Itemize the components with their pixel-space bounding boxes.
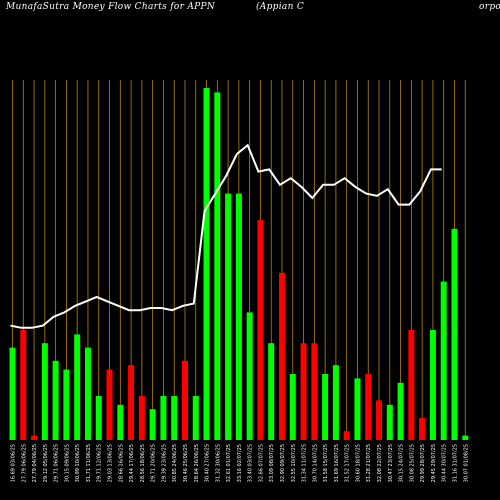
bar xyxy=(95,396,102,440)
x-tick-label: 31.16 31/07/25 xyxy=(452,444,458,482)
x-tick-label: 31.52 17/07/25 xyxy=(345,444,351,482)
bar xyxy=(279,272,285,440)
bar xyxy=(117,404,124,440)
x-tick-label: 28.66 16/06/25 xyxy=(118,444,124,482)
bar xyxy=(149,409,156,440)
x-tick-label: 28.56 18/06/25 xyxy=(140,444,146,482)
bar-layer xyxy=(9,88,469,441)
x-tick-label: 32.61 01/07/25 xyxy=(226,444,232,482)
x-tick-label: 31.32 30/06/25 xyxy=(215,444,221,482)
bar xyxy=(376,400,383,440)
bar xyxy=(332,365,339,440)
x-tick-label: 31.69 16/07/25 xyxy=(334,444,340,482)
tick-layer: 16.69 03/06/25 27.79 06/06/25 27.79 04/06/… xyxy=(11,444,470,482)
bar xyxy=(311,343,318,440)
bar xyxy=(289,374,296,440)
x-tick-label: 29.45 29/07/25 xyxy=(431,444,437,482)
bar xyxy=(322,374,329,440)
bar xyxy=(343,431,350,440)
bar xyxy=(31,435,38,440)
x-tick-label: 30.40 27/06/25 xyxy=(205,444,211,482)
x-tick-label: 32.90 09/07/25 xyxy=(280,444,286,482)
bar xyxy=(181,360,188,440)
x-tick-label: 30.15 24/07/25 xyxy=(399,444,405,482)
bar xyxy=(171,396,178,440)
x-tick-label: 30.08 25/07/25 xyxy=(409,444,415,482)
bar xyxy=(246,312,253,440)
bar xyxy=(268,343,275,440)
bar xyxy=(419,418,426,440)
line-layer xyxy=(10,143,442,329)
x-tick-label: 32.55 10/07/25 xyxy=(291,444,297,482)
x-tick-label: 32.08 22/07/25 xyxy=(377,444,383,482)
x-tick-label: 33.40 03/07/25 xyxy=(248,444,254,482)
bar xyxy=(84,347,91,440)
x-tick-label: 29.39 23/06/25 xyxy=(161,444,167,482)
x-tick-label: 31.28 21/07/25 xyxy=(366,444,372,482)
bar xyxy=(63,369,70,440)
bar xyxy=(41,343,48,440)
x-tick-label: 29.03 13/06/25 xyxy=(108,444,114,482)
x-tick-label: 30.70 14/07/25 xyxy=(312,444,318,482)
bar xyxy=(9,347,16,440)
bar xyxy=(52,360,59,440)
bar xyxy=(138,396,145,440)
bar xyxy=(20,330,27,440)
bar xyxy=(214,92,221,441)
bar xyxy=(462,435,469,440)
bar xyxy=(440,281,447,440)
bar xyxy=(225,193,232,440)
x-tick-label: 29.71 20/06/25 xyxy=(151,444,157,482)
bar xyxy=(257,220,264,440)
x-tick-label: 29.12 05/06/25 xyxy=(43,444,49,482)
x-tick-label: 27.79 06/06/25 xyxy=(21,444,27,482)
bar xyxy=(451,228,458,440)
x-tick-label: 33.09 08/07/25 xyxy=(269,444,275,482)
x-tick-label: 31.34 11/07/25 xyxy=(302,444,308,482)
chart-title-right: orpo xyxy=(479,2,500,12)
bar xyxy=(203,88,210,440)
x-tick-label: 29.71 12/06/25 xyxy=(97,444,103,482)
x-tick-label: 30.46 25/06/25 xyxy=(183,444,189,482)
bar xyxy=(408,330,415,440)
x-tick-label: 30.07 01/08/25 xyxy=(463,444,469,482)
x-tick-label: 30.99 10/06/25 xyxy=(75,444,81,482)
bar xyxy=(386,404,393,440)
x-tick-label: 16.69 03/06/25 xyxy=(11,444,17,482)
x-tick-label: 30.47 23/07/25 xyxy=(388,444,394,482)
x-tick-label: 30.44 30/07/25 xyxy=(442,444,448,482)
x-tick-label: 32.66 07/07/25 xyxy=(258,444,264,482)
x-tick-label: 31.71 11/06/25 xyxy=(86,444,92,482)
x-tick-label: 29.99 28/07/25 xyxy=(420,444,426,482)
x-tick-label: 30.85 24/06/25 xyxy=(172,444,178,482)
x-tick-label: 31.58 15/07/25 xyxy=(323,444,329,482)
bar xyxy=(160,396,167,440)
x-tick-label: 30.15 09/06/25 xyxy=(64,444,70,482)
bar xyxy=(354,378,361,440)
x-tick-label: 29.71 06/06/25 xyxy=(54,444,60,482)
bar xyxy=(128,365,135,440)
x-tick-label: 27.79 04/06/25 xyxy=(32,444,38,482)
bar xyxy=(74,334,81,440)
bar xyxy=(429,330,436,440)
bar xyxy=(300,343,307,440)
bar xyxy=(365,374,372,440)
x-tick-label: 33.16 02/07/25 xyxy=(237,444,243,482)
x-tick-label: 29.44 17/06/25 xyxy=(129,444,135,482)
x-tick-label: 28.64 26/06/25 xyxy=(194,444,200,482)
money-flow-line xyxy=(10,143,442,329)
chart-title-middle: (Appian C xyxy=(256,2,305,12)
x-tick-label: 30.60 18/07/25 xyxy=(355,444,361,482)
chart-title-left: MunafaSutra Money Flow Charts for APPN xyxy=(6,2,216,12)
bar xyxy=(192,396,199,440)
bar xyxy=(397,382,404,440)
bar xyxy=(235,193,242,440)
bar xyxy=(106,369,113,440)
